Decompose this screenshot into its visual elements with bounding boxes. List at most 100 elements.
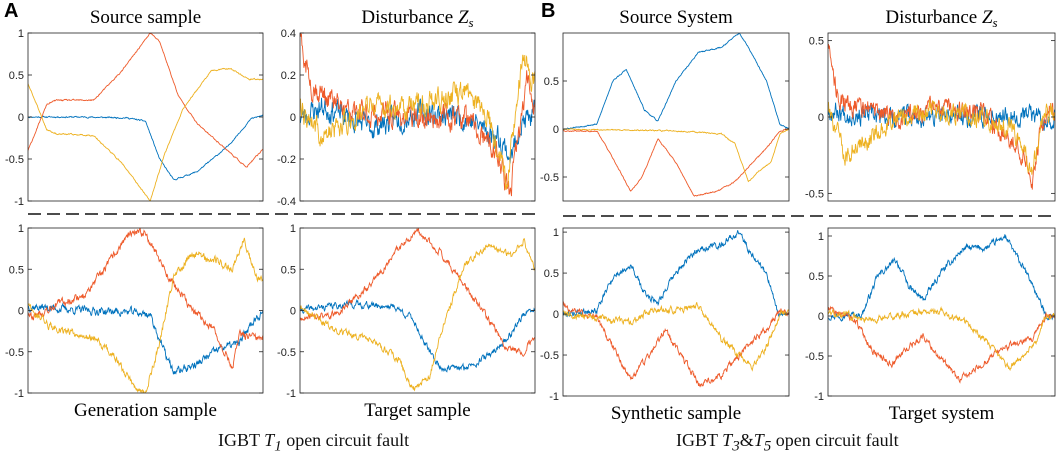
chart-disturbance-b: -0.5 0 0.5 Disturbance Zs (805, 7, 1056, 202)
y-tick-label: 0.5 (544, 76, 559, 88)
plot-frame (562, 227, 790, 397)
y-tick-label: 0.2 (281, 70, 296, 82)
plot-frame (827, 227, 1056, 397)
panel-label-a: A (4, 0, 18, 22)
chart-title-text: Source sample (90, 7, 201, 28)
y-tick-label: 0 (18, 112, 24, 124)
series-line-yellow (300, 237, 535, 392)
chart-source-sample: -1 -0.5 0 0.5 1 Source sample (5, 7, 264, 208)
caption-b-prefix: IGBT (676, 430, 723, 450)
series-line-yellow (563, 128, 789, 183)
y-tick-label: 0 (290, 306, 296, 318)
caption-b-t3-sub: 3 (732, 438, 740, 455)
chart-title: Synthetic sample (611, 403, 741, 424)
y-tick-label: 0 (553, 124, 559, 136)
series-line-red (563, 128, 789, 197)
plot-frame (27, 227, 264, 394)
y-tick-label: -1 (549, 391, 559, 403)
caption-a-t1-sub: 1 (274, 438, 282, 455)
chart-title-text: Disturbance (361, 7, 458, 28)
chart-title: Target system (889, 403, 995, 424)
chart-target-system: -1 -0.5 0 0.5 1 Target system (805, 227, 1056, 424)
y-tick-label: 0.5 (809, 36, 824, 48)
caption-a-prefix: IGBT (218, 430, 265, 450)
chart-title: Generation sample (74, 400, 217, 421)
chart-title-subscript: s (993, 15, 998, 30)
chart-title-text: Generation sample (74, 400, 217, 421)
series-line-blue (563, 230, 789, 318)
y-tick-label: -0.5 (5, 154, 24, 166)
chart-target-sample: -1 -0.5 0 0.5 1 Target sample (277, 223, 536, 421)
caption-b-t5-sub: 5 (763, 438, 772, 455)
y-tick-label: -0.5 (5, 347, 24, 359)
chart-generation-sample: -1 -0.5 0 0.5 1 Generation sample (5, 223, 264, 421)
series-line-blue (828, 234, 1055, 322)
panel-label-b: B (541, 0, 555, 22)
series-line-yellow (828, 100, 1055, 175)
caption-a-suffix: open circuit fault (281, 430, 410, 450)
chart-title-symbol: Z (982, 7, 993, 28)
series-line-yellow (28, 67, 263, 201)
chart-title: Disturbance Zs (885, 7, 997, 30)
y-tick-label: 0.5 (809, 271, 824, 283)
series-line-red (300, 228, 535, 357)
y-tick-label: 0 (553, 309, 559, 321)
series-line-blue (563, 33, 789, 131)
chart-title-subscript: s (469, 15, 474, 30)
chart-title-text: Synthetic sample (611, 403, 741, 424)
y-tick-label: -1 (14, 388, 24, 400)
subplots-group: -1 -0.5 0 0.5 1 Source sample -0.4 -0.2 0 0.2 0.4 D… (5, 7, 1056, 424)
y-tick-label: 0.5 (281, 264, 296, 276)
caption-b-suffix: open circuit fault (771, 430, 899, 450)
series-line-red (28, 228, 263, 370)
series-line-blue (300, 298, 535, 373)
y-tick-label: 0.5 (9, 264, 24, 276)
y-tick-label: 1 (18, 223, 24, 235)
caption-b-t5: T (753, 430, 764, 450)
y-tick-label: -1 (14, 196, 24, 208)
series-line-yellow (828, 306, 1055, 372)
y-tick-label: 0 (18, 306, 24, 318)
y-tick-label: -0.5 (540, 172, 559, 184)
chart-title: Source System (619, 7, 733, 28)
chart-synthetic-sample: -1 -0.5 0 0.5 1 Synthetic sample (540, 227, 790, 424)
caption-b-amp: & (739, 430, 754, 450)
y-tick-label: 1 (553, 227, 559, 239)
series-line-yellow (563, 302, 789, 372)
y-tick-label: -1 (286, 388, 296, 400)
series-line-yellow (28, 237, 263, 393)
series-line-blue (300, 97, 535, 164)
y-tick-label: -0.5 (805, 351, 824, 363)
chart-source-system: -0.5 0 0.5 Source System (540, 7, 790, 202)
chart-title-text: Source System (619, 7, 733, 28)
chart-title: Source sample (90, 7, 201, 28)
y-tick-label: -0.5 (277, 347, 296, 359)
plot-frame (299, 227, 536, 394)
y-tick-label: 0 (290, 112, 296, 124)
chart-title-text: Disturbance (885, 7, 982, 28)
y-tick-label: 0 (818, 311, 824, 323)
chart-disturbance-a: -0.4 -0.2 0 0.2 0.4 Disturbance Zs (277, 7, 536, 208)
caption-b-t3: T (722, 430, 733, 450)
chart-title-text: Target system (889, 403, 995, 424)
y-tick-label: 0.5 (544, 268, 559, 280)
chart-title: Disturbance Zs (361, 7, 473, 30)
y-tick-label: -0.2 (277, 154, 296, 166)
caption-b: IGBT T3&T5 open circuit fault (676, 430, 899, 456)
chart-title-text: Target sample (364, 400, 470, 421)
y-tick-label: -0.4 (277, 196, 296, 208)
chart-title-symbol: Z (458, 7, 469, 28)
series-line-yellow (300, 54, 535, 190)
y-tick-label: 1 (818, 231, 824, 243)
series-line-red (563, 301, 789, 388)
y-tick-label: 1 (18, 28, 24, 40)
series-line-red (828, 305, 1055, 384)
y-tick-label: -0.5 (805, 188, 824, 200)
series-line-blue (28, 114, 263, 181)
y-tick-label: -0.5 (540, 350, 559, 362)
y-tick-label: 0.4 (281, 28, 296, 40)
y-tick-label: 1 (290, 223, 296, 235)
y-tick-label: 0 (818, 112, 824, 124)
series-line-blue (28, 302, 263, 375)
